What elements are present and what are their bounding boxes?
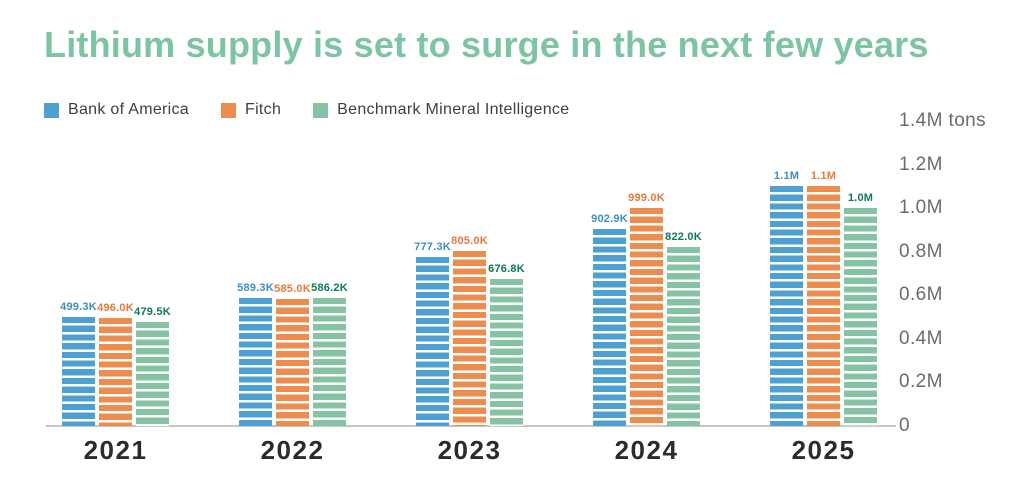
bar-benchmark-mineral-intelligence-2025 — [844, 208, 877, 426]
bar-bank-of-america-2023 — [416, 256, 449, 426]
bar-bank-of-america-2022 — [239, 297, 272, 426]
bar-benchmark-mineral-intelligence-2021 — [136, 321, 169, 426]
x-axis-label-2021: 2021 — [83, 435, 148, 465]
bar-value-label-benchmark-mineral-intelligence-2023: 676.8K — [488, 262, 525, 275]
bar-value-label-benchmark-mineral-intelligence-2022: 586.2K — [311, 282, 348, 295]
legend: Bank of America Fitch Benchmark Mineral In… — [44, 101, 569, 119]
y-axis-tick-label: 0.6M — [899, 284, 943, 306]
y-axis-tick-label: 0.4M — [899, 327, 943, 349]
bar-value-label-bank-of-america-2023: 777.3K — [414, 240, 451, 253]
x-axis-line — [46, 425, 896, 427]
bar-group-2022: 589.3K 585.0K 586.2K 2022 — [237, 0, 348, 483]
y-axis-tick-label: 1.2M — [899, 153, 943, 175]
x-axis-label-2024: 2024 — [614, 435, 679, 465]
x-axis-label-2022: 2022 — [260, 435, 325, 465]
bar-value-label-fitch-2024: 999.0K — [628, 192, 665, 205]
bar-value-label-bank-of-america-2024: 902.9K — [591, 213, 628, 226]
bar-value-label-fitch-2023: 805.0K — [451, 234, 488, 247]
bar-fitch-2025 — [807, 186, 840, 426]
bar-value-label-bank-of-america-2022: 589.3K — [237, 281, 274, 294]
bar-group-2024: 902.9K 999.0K 822.0K 2024 — [591, 0, 702, 483]
y-axis-tick-label: 0 — [899, 415, 910, 436]
bar-bank-of-america-2021 — [62, 317, 95, 426]
legend-label: Benchmark Mineral Intelligence — [337, 101, 570, 118]
bar-benchmark-mineral-intelligence-2024 — [667, 246, 700, 426]
bar-value-label-fitch-2025: 1.1M — [810, 170, 837, 183]
x-axis-label-2023: 2023 — [437, 435, 502, 465]
chart-title: Lithium supply is set to surge in the ne… — [44, 24, 929, 65]
bar-bank-of-america-2025 — [770, 186, 803, 426]
bar-value-label-fitch-2022: 585.0K — [274, 282, 311, 295]
legend-item-benchmark-mineral-intelligence: Benchmark Mineral Intelligence — [313, 101, 569, 119]
legend-label: Fitch — [245, 101, 282, 118]
y-axis-tick-label: 1.0M — [899, 197, 943, 219]
legend-swatch-benchmark-mineral-intelligence — [313, 102, 329, 118]
bar-value-label-benchmark-mineral-intelligence-2021: 479.5K — [134, 305, 171, 318]
bar-fitch-2022 — [276, 298, 309, 426]
bar-benchmark-mineral-intelligence-2023 — [490, 278, 523, 426]
bar-group-2021: 499.3K 496.0K 479.5K 2021 — [60, 0, 171, 483]
legend-item-bank-of-america: Bank of America — [44, 101, 189, 119]
bar-benchmark-mineral-intelligence-2022 — [313, 298, 346, 426]
bar-fitch-2023 — [453, 250, 486, 426]
y-axis-tick-label: 0.2M — [899, 371, 943, 393]
y-axis-tick-label: 1.4M tons — [899, 110, 987, 131]
legend-item-fitch: Fitch — [221, 101, 281, 119]
bar-value-label-benchmark-mineral-intelligence-2025: 1.0M — [847, 192, 874, 205]
legend-swatch-bank-of-america — [44, 102, 59, 118]
bar-fitch-2024 — [630, 208, 663, 426]
bar-value-label-bank-of-america-2025: 1.1M — [773, 170, 800, 183]
bar-bank-of-america-2024 — [593, 229, 626, 426]
bar-fitch-2021 — [99, 317, 132, 426]
y-axis-tick-label: 0.8M — [899, 240, 943, 262]
legend-label: Bank of America — [68, 101, 189, 118]
legend-swatch-fitch — [221, 102, 236, 118]
x-axis-label-2025: 2025 — [791, 435, 856, 465]
bar-value-label-bank-of-america-2021: 499.3K — [60, 301, 97, 314]
bar-value-label-benchmark-mineral-intelligence-2024: 822.0K — [665, 230, 702, 243]
bar-value-label-fitch-2021: 496.0K — [97, 301, 134, 314]
bar-group-2025: 1.1M 1.1M 1.0M 2025 — [770, 0, 877, 483]
bar-group-2023: 777.3K 805.0K 676.8K 2023 — [414, 0, 525, 483]
